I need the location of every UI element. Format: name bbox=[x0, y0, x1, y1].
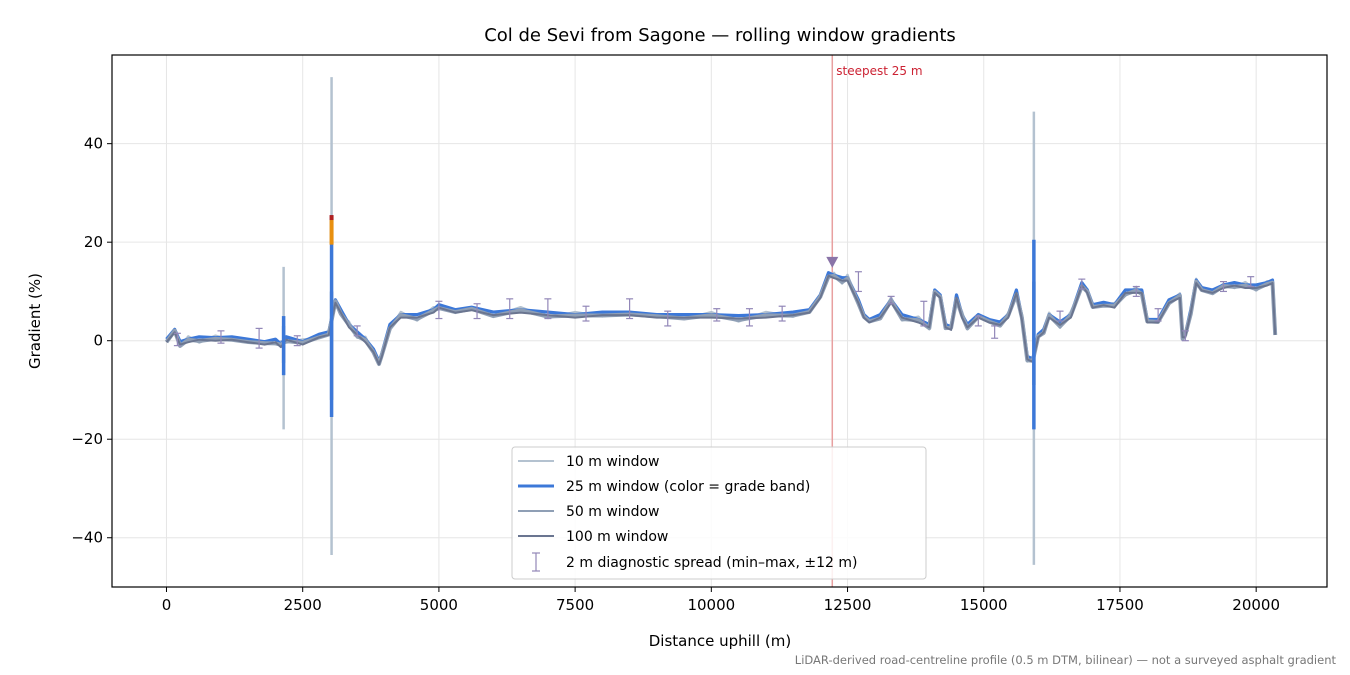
diagnostic-spread-bar bbox=[353, 325, 361, 337]
x-tick-label: 17500 bbox=[1096, 596, 1144, 614]
diagnostic-spread-bar bbox=[713, 308, 721, 322]
x-tick-label: 0 bbox=[162, 596, 172, 614]
legend: 10 m window 25 m window (color = grade b… bbox=[511, 446, 927, 580]
diagnostic-spread-bar bbox=[255, 327, 263, 349]
plot-area bbox=[164, 77, 1278, 565]
diagnostic-spread-bar bbox=[991, 325, 999, 339]
x-tick-label: 15000 bbox=[960, 596, 1008, 614]
axes: 0 2500 5000 7500 10000 12500 15000 17500 20000 −4… bbox=[71, 135, 1280, 614]
x-tick-label: 7500 bbox=[556, 596, 594, 614]
legend-label-10m: 10 m window bbox=[566, 454, 659, 470]
diagnostic-spread-bar bbox=[435, 300, 443, 320]
x-tick-label: 12500 bbox=[824, 596, 872, 614]
chart-title: Col de Sevi from Sagone — rolling window… bbox=[484, 25, 956, 46]
diagnostic-spread-bar bbox=[778, 305, 786, 322]
y-tick-label: −20 bbox=[71, 430, 103, 448]
series-100m-line bbox=[165, 274, 1277, 366]
steepest-triangle-marker bbox=[826, 256, 839, 268]
footnote: LiDAR-derived road-centreline profile (0… bbox=[795, 653, 1337, 667]
legend-swatch-spread bbox=[532, 552, 540, 572]
diagnostic-spread-bar bbox=[506, 298, 514, 320]
diagnostic-spread-bar bbox=[1132, 285, 1140, 297]
y-tick-label: 20 bbox=[84, 233, 103, 251]
legend-label-50m: 50 m window bbox=[566, 504, 659, 520]
diagnostic-spread-bar bbox=[664, 310, 672, 327]
diagnostic-spread-bar bbox=[293, 335, 301, 347]
x-tick-label: 10000 bbox=[687, 596, 735, 614]
y-axis-label: Gradient (%) bbox=[26, 273, 44, 369]
diagnostic-spread-bar bbox=[544, 298, 552, 320]
y-tick-label: 0 bbox=[93, 332, 103, 350]
diagnostic-spread-bar bbox=[1078, 278, 1086, 290]
diagnostic-spread-bar bbox=[854, 271, 862, 293]
x-tick-label: 2500 bbox=[284, 596, 322, 614]
steepest-label: steepest 25 m bbox=[836, 64, 922, 78]
diagnostic-spread-bar bbox=[1056, 310, 1064, 322]
diagnostic-spread-bar bbox=[1154, 308, 1162, 322]
legend-label-25m: 25 m window (color = grade band) bbox=[566, 479, 810, 495]
diagnostic-spread-bar bbox=[1247, 276, 1255, 288]
y-tick-label: 40 bbox=[84, 135, 103, 153]
diagnostic-spread-bar bbox=[974, 315, 982, 327]
legend-label-100m: 100 m window bbox=[566, 529, 668, 545]
diagnostic-spread-bar bbox=[887, 295, 895, 305]
diagnostic-spread-bar bbox=[582, 305, 590, 322]
diagnostic-spread-bar bbox=[1181, 330, 1189, 342]
diagnostic-spread-bar bbox=[1219, 280, 1227, 293]
diagnostic-spread-bar bbox=[626, 298, 634, 320]
x-axis-label: Distance uphill (m) bbox=[649, 632, 791, 650]
diagnostic-spread-bar bbox=[217, 330, 225, 344]
diagnostic-spread-bar bbox=[473, 303, 481, 320]
x-tick-label: 20000 bbox=[1232, 596, 1280, 614]
x-tick-label: 5000 bbox=[420, 596, 458, 614]
legend-label-spread: 2 m diagnostic spread (min–max, ±12 m) bbox=[566, 555, 857, 571]
plot-frame bbox=[111, 54, 1328, 588]
diagnostic-spread-bar bbox=[173, 332, 181, 347]
y-tick-label: −40 bbox=[71, 529, 103, 547]
legend-frame bbox=[511, 446, 927, 580]
diagnostic-spread-bar bbox=[920, 300, 928, 327]
diagnostic-spread-bar bbox=[745, 308, 753, 327]
